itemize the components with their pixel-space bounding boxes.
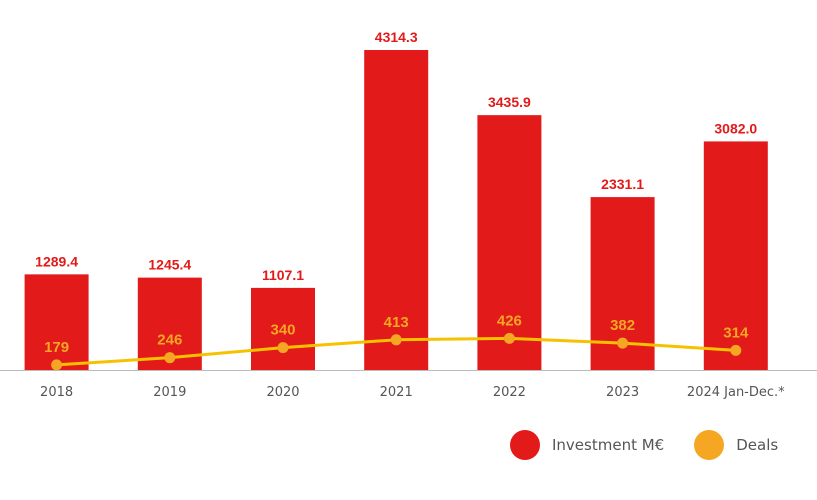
investment-bar <box>477 115 542 370</box>
investment-value-label: 2331.1 <box>601 176 644 192</box>
investment-bar <box>703 141 768 370</box>
deals-point <box>277 342 289 354</box>
deals-series: 179 246 340 413 426 382 314 <box>44 312 749 371</box>
investment-value-label: 1289.4 <box>35 253 78 269</box>
deals-point <box>617 337 629 349</box>
x-tick-label: 2024 Jan-Dec.* <box>687 385 785 400</box>
investment-value-label: 1107.1 <box>262 267 304 283</box>
deals-value-label: 179 <box>44 339 69 356</box>
x-tick-label: 2018 <box>40 385 73 400</box>
deals-value-label: 426 <box>497 312 522 329</box>
investment-bars <box>24 50 768 370</box>
investment-value-label: 4314.3 <box>375 29 418 45</box>
deals-value-label: 382 <box>610 317 635 334</box>
investment-value-label: 1245.4 <box>148 257 191 273</box>
investment-value-label: 3435.9 <box>488 94 531 110</box>
legend-item-deals: Deals <box>694 430 778 460</box>
investment-deals-chart: 1289.4 1245.4 1107.1 4314.3 3435.9 2331.1 3082… <box>0 29 817 400</box>
investment-bar <box>24 274 89 370</box>
legend-label-investment: Investment M€ <box>552 436 665 454</box>
legend-label-deals: Deals <box>736 436 779 454</box>
deals-value-label: 314 <box>723 324 749 341</box>
legend-swatch-deals <box>694 430 725 460</box>
investment-bar <box>251 287 315 370</box>
deals-point <box>390 334 402 346</box>
legend-item-investment: Investment M€ <box>510 430 664 460</box>
deals-point <box>164 352 176 364</box>
x-axis-ticks: 2018 2019 2020 2021 2022 2023 2024 Jan-Dec.* <box>40 385 785 400</box>
investment-value-label: 3082.0 <box>714 120 757 136</box>
deals-value-label: 340 <box>270 322 295 339</box>
deals-point <box>730 344 742 356</box>
investment-labels: 1289.4 1245.4 1107.1 4314.3 3435.9 2331.1 3082… <box>35 29 757 283</box>
legend: Investment M€ Deals <box>510 430 778 460</box>
deals-value-label: 246 <box>157 332 182 349</box>
x-tick-label: 2021 <box>380 385 413 400</box>
deals-point <box>51 359 63 371</box>
x-tick-label: 2023 <box>606 385 639 400</box>
investment-bar <box>364 50 429 370</box>
deals-point <box>503 332 515 344</box>
x-tick-label: 2019 <box>153 385 186 400</box>
deals-value-label: 413 <box>384 314 409 331</box>
x-tick-label: 2022 <box>493 385 526 400</box>
x-tick-label: 2020 <box>266 385 299 400</box>
legend-swatch-investment <box>510 430 540 460</box>
